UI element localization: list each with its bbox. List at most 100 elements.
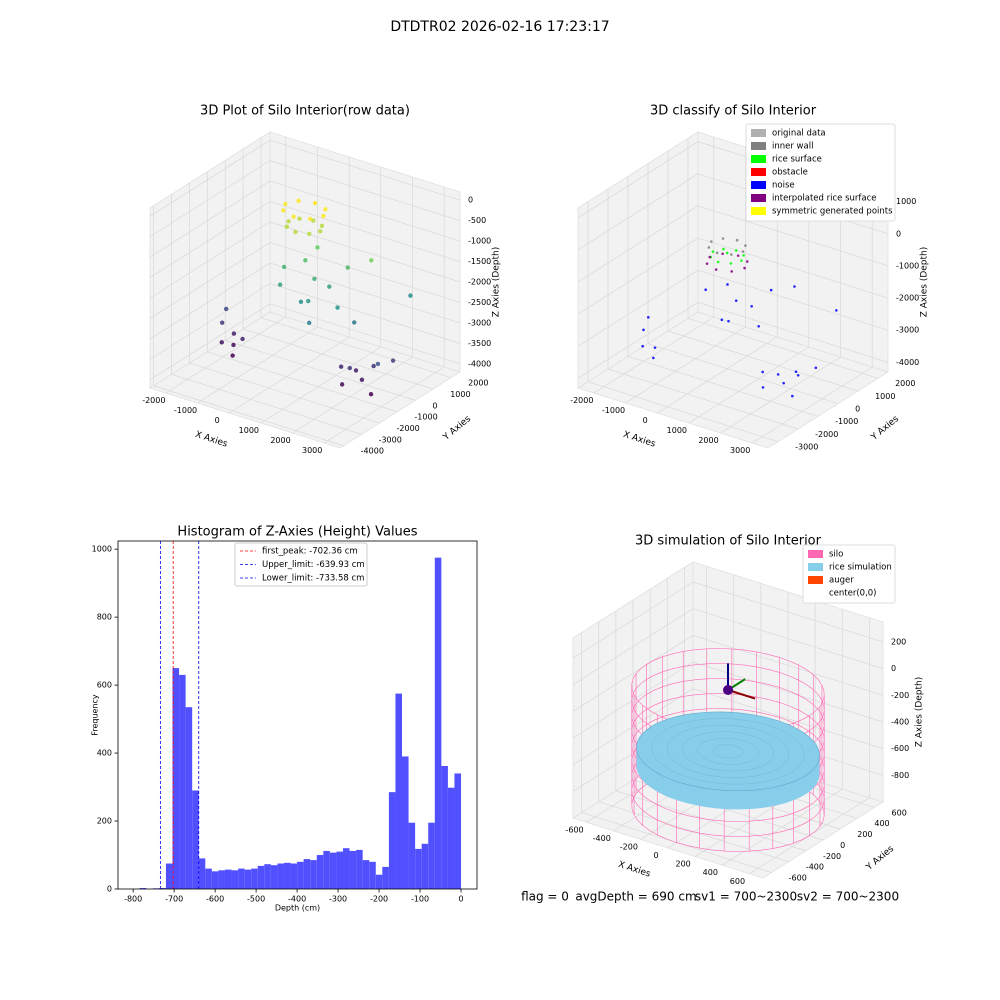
point [744, 244, 747, 247]
grid-line [228, 336, 350, 414]
x-axis-label: Depth (cm) [275, 904, 320, 913]
point [311, 218, 316, 223]
point [714, 268, 718, 271]
y-tick-label: -4000 [361, 447, 384, 456]
legend-swatch [751, 181, 766, 189]
grid-line [269, 221, 461, 283]
legend-label: Lower_limit: -733.58 cm [262, 574, 364, 584]
bar [211, 871, 219, 889]
point [368, 392, 374, 397]
rice-surface [636, 711, 820, 792]
z-tick-label: -2000 [468, 278, 491, 287]
z-tick-label: -2000 [896, 294, 919, 303]
point [293, 229, 298, 235]
point [223, 306, 229, 312]
z-tick-label: -400 [891, 718, 909, 727]
point [793, 285, 796, 288]
y-tick-label: -2000 [815, 430, 838, 439]
point [745, 260, 749, 263]
point [652, 356, 655, 360]
y-axis-label: Y Axies [869, 414, 901, 443]
point [306, 320, 312, 326]
footer-text: sv2 = 700~2300 [797, 890, 899, 904]
bar [428, 822, 435, 889]
grid-line [688, 346, 810, 424]
grid-line [627, 355, 819, 417]
x-tick-label: -600 [565, 825, 583, 834]
y-tick-label: 1000 [450, 390, 470, 399]
bar [139, 887, 147, 889]
point [338, 364, 344, 369]
point [321, 213, 326, 219]
legend-label: center(0,0) [829, 589, 877, 599]
bar [316, 855, 324, 889]
point [312, 276, 317, 282]
y-axis-label: Y Axies [441, 414, 473, 443]
point [761, 386, 765, 389]
point [716, 260, 720, 264]
point [736, 254, 740, 257]
grid-line [149, 180, 271, 258]
y-tick-label: -2000 [397, 424, 420, 433]
grid-line [697, 302, 889, 363]
y-tick-label: 0 [855, 405, 860, 414]
z-tick-label: -4000 [896, 358, 919, 367]
point [375, 361, 381, 367]
point [707, 246, 711, 249]
grid-line [149, 139, 271, 217]
grid-line [292, 356, 413, 434]
grid-line [149, 283, 271, 360]
x-tick-label: 0 [215, 416, 220, 425]
point [647, 316, 650, 319]
grid-line [269, 283, 461, 344]
legend-swatch [808, 550, 823, 558]
bar [441, 765, 448, 889]
bar [283, 862, 291, 889]
grid-line [149, 221, 271, 299]
grid-line [269, 242, 461, 303]
x-tick-label: 0 [643, 416, 648, 425]
rice-mesh [712, 744, 744, 759]
z-tick-label: 0 [896, 229, 901, 238]
legend-box [802, 544, 896, 604]
grid-line [197, 326, 318, 404]
z-tick-label: -3000 [896, 326, 919, 335]
grid-line [572, 581, 694, 659]
bar [165, 863, 173, 889]
y-tick-label: 0 [107, 885, 112, 894]
z-axis-label: Z Axies (Depth) [492, 247, 502, 318]
x-tick-label: -400 [593, 834, 611, 843]
bar [349, 850, 357, 889]
point [307, 231, 312, 237]
z-tick-label: -600 [891, 744, 909, 753]
point [704, 288, 707, 291]
bar [415, 848, 422, 889]
point [705, 262, 709, 265]
grid-line [260, 346, 382, 424]
x-tick-label: -800 [124, 895, 142, 904]
grid-line [577, 205, 699, 283]
point [219, 320, 225, 325]
point [757, 325, 760, 328]
z-tick-label: 0 [468, 196, 473, 205]
point [327, 284, 332, 289]
point [359, 377, 365, 382]
point [750, 304, 753, 308]
grid-line [269, 160, 461, 221]
point [303, 258, 308, 263]
grid-line [577, 269, 699, 347]
bar [277, 863, 284, 889]
y-tick-label: 0 [432, 401, 437, 410]
grid-line [572, 661, 694, 739]
grid-line [577, 237, 699, 315]
point [240, 336, 245, 342]
legend-label: Upper_limit: -639.93 cm [262, 560, 365, 570]
subplot-title: 3D Plot of Silo Interior(row data) [200, 104, 410, 119]
grid-line [153, 385, 344, 447]
legend-swatch [751, 129, 766, 137]
bar [323, 850, 330, 889]
grid-line [269, 262, 461, 324]
z-tick-label: -2500 [468, 298, 491, 307]
grid-line [577, 141, 699, 218]
